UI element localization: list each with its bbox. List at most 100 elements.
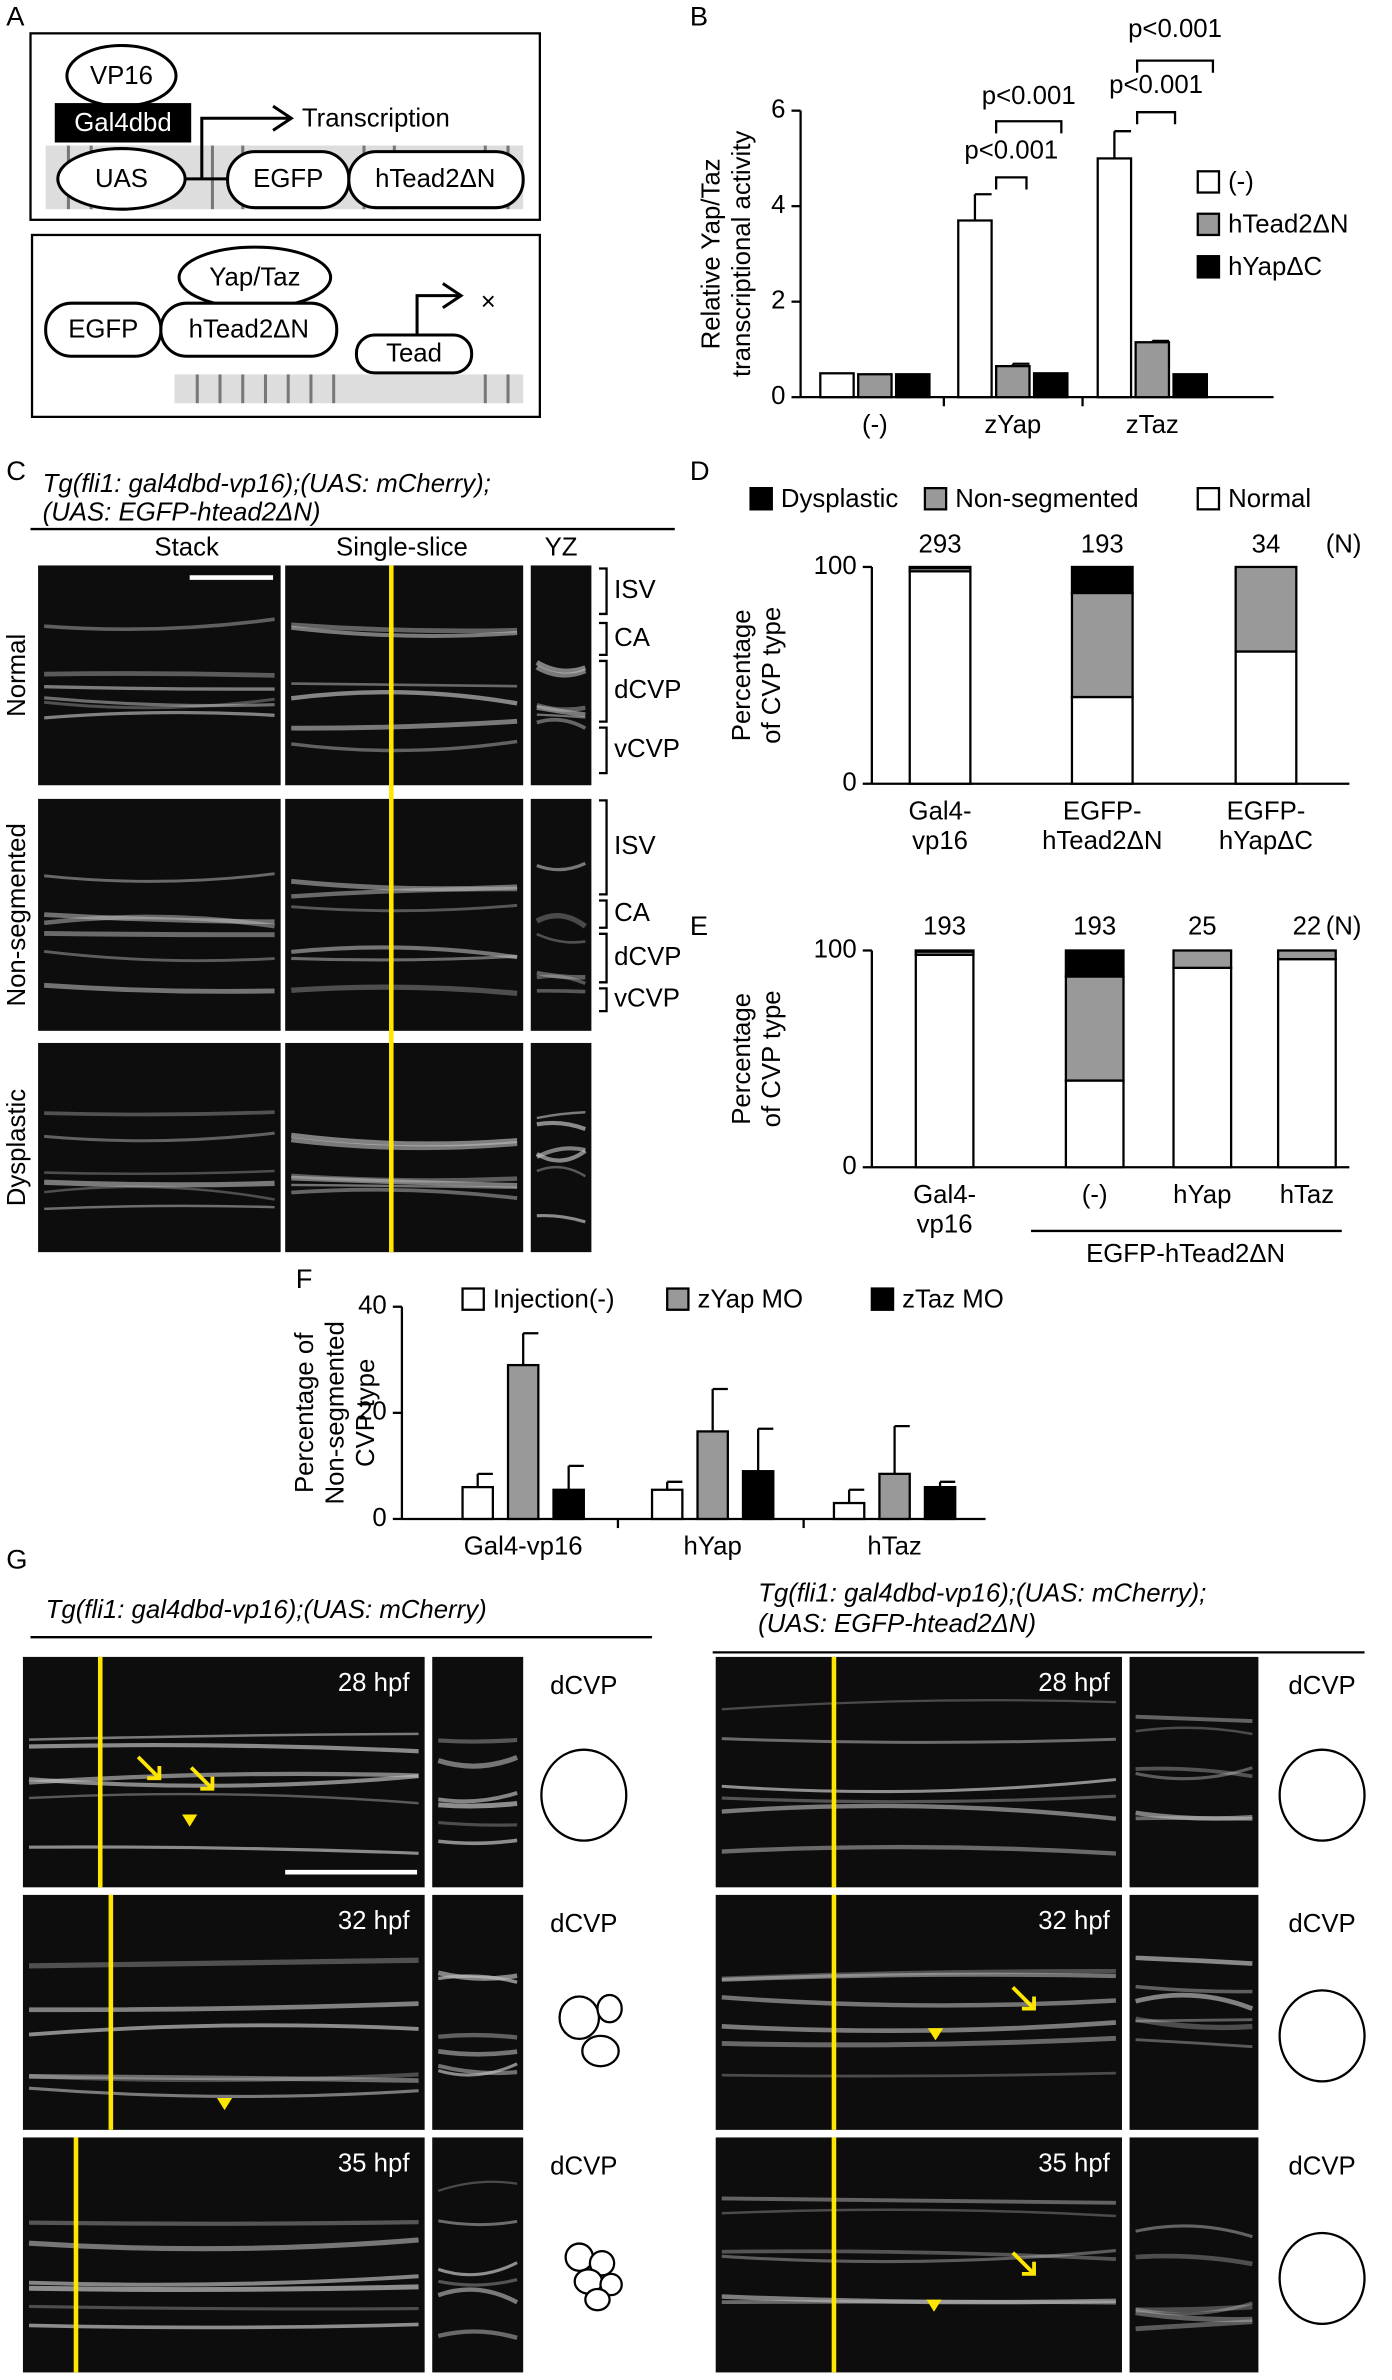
vessel (291, 1173, 518, 1183)
n-label: 25 (1188, 913, 1217, 941)
region-bracket (598, 899, 608, 929)
bar-segment (1172, 966, 1233, 1169)
y-axis-title: Percentage of (291, 1332, 319, 1493)
vessel (721, 1972, 1116, 1982)
region-label: dCVP (614, 676, 681, 704)
vessel (44, 872, 275, 883)
vessel (28, 2304, 419, 2311)
micrograph (1129, 2137, 1259, 2373)
legend-label: Normal (1228, 485, 1311, 513)
n-title: (N) (1326, 531, 1362, 559)
vessel (44, 1204, 275, 1211)
shape (54, 103, 192, 143)
region-label: vCVP (614, 735, 680, 763)
vessel (44, 1169, 275, 1176)
annotation: p<0.001 (1128, 15, 1222, 43)
y-axis-title: Percentage (728, 609, 756, 741)
bar-segment (1234, 565, 1298, 653)
error-bar (973, 193, 992, 221)
legend-swatch (666, 1287, 690, 1311)
vessel (437, 2329, 518, 2340)
significance-bracket (1135, 111, 1177, 125)
arrow-marker (189, 1766, 215, 1791)
y-tick-label: 20 (358, 1398, 387, 1426)
significance-bracket (1135, 59, 1215, 73)
bar (1172, 373, 1209, 399)
vessel (536, 1111, 586, 1120)
row-label: Normal (3, 634, 31, 717)
vessel (437, 2063, 518, 2076)
micrograph (1129, 1656, 1259, 1888)
lumen-sketch (1278, 1748, 1366, 1842)
vessel (721, 2035, 1117, 2048)
arrowhead-marker (216, 2098, 233, 2111)
y-tick-label: 2 (771, 286, 785, 314)
region-label: dCVP (550, 1910, 617, 1938)
vessel (536, 1213, 586, 1224)
legend-swatch (923, 486, 948, 511)
vessel (290, 1137, 518, 1151)
vessel (437, 1791, 518, 1804)
micrograph (285, 565, 524, 786)
lumen-sketch (540, 1748, 628, 1842)
legend-label: hYapΔC (1228, 253, 1322, 281)
label: Tead (386, 340, 442, 368)
label: hTead2ΔN (375, 165, 495, 193)
region-label: ISV (614, 576, 656, 604)
vessel (44, 671, 275, 678)
bar-segment (908, 565, 972, 570)
column-header: YZ (545, 534, 578, 562)
vessel (44, 710, 275, 720)
y-axis-title: of CVP type (758, 990, 786, 1127)
vessel (438, 2032, 518, 2040)
y-axis-title: Non-segmented (322, 1321, 350, 1504)
y-tick-label: 0 (842, 769, 856, 797)
region-label: CA (614, 899, 651, 927)
error-bar (893, 1424, 910, 1474)
n-label: 193 (1073, 913, 1116, 941)
y-tick-label: 0 (372, 1504, 386, 1532)
vessel (437, 2180, 518, 2192)
bar (741, 1470, 775, 1521)
label: Yap/Taz (209, 264, 300, 292)
vessel (28, 1771, 419, 1785)
error-bar (476, 1472, 493, 1488)
bar-segment (1064, 949, 1125, 978)
x-tick-label: zYap (984, 411, 1041, 439)
bar (995, 364, 1031, 399)
bar (650, 1488, 684, 1521)
bar (1096, 157, 1133, 399)
micrograph (285, 798, 524, 1031)
bar-segment (1070, 591, 1134, 699)
vessel (28, 2322, 419, 2330)
vessel (290, 690, 518, 706)
y-axis-title: Percentage (728, 993, 756, 1125)
bar-segment (1070, 565, 1134, 595)
vessel (1135, 1984, 1253, 1994)
panel-label: C (6, 455, 26, 486)
vessel (437, 2278, 518, 2287)
y-tick-label: 6 (771, 95, 785, 123)
vessel (536, 974, 587, 986)
bar-segment (1276, 949, 1337, 961)
bar-segment (1070, 695, 1134, 785)
time-label: 35 hpf (338, 2150, 410, 2178)
vessel (721, 2248, 1117, 2264)
vessel (721, 1699, 1116, 1711)
error-bar (1011, 362, 1030, 367)
legend-label: (-) (1228, 168, 1254, 196)
vessel (44, 1179, 275, 1188)
group-label: EGFP-hTead2ΔN (1086, 1240, 1285, 1268)
vessel (536, 717, 587, 730)
vessel (1135, 1992, 1254, 2011)
vessel (44, 617, 275, 632)
vessel (1135, 2310, 1253, 2323)
bar (552, 1488, 585, 1521)
vessel (44, 1131, 275, 1143)
x-tick-label: (-) (862, 411, 888, 439)
vessel (536, 702, 586, 712)
legend-label: Non-segmented (955, 485, 1138, 513)
panel-label: F (296, 1263, 313, 1294)
vessel (43, 697, 275, 710)
vessel (28, 2237, 419, 2252)
